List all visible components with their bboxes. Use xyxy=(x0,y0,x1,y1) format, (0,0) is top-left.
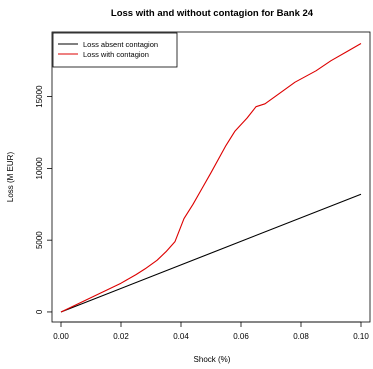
x-tick-label: 0.02 xyxy=(113,332,129,341)
y-tick-label: 5000 xyxy=(35,231,44,249)
x-tick-label: 0.10 xyxy=(353,332,369,341)
chart-title: Loss with and without contagion for Bank… xyxy=(111,8,314,19)
series-line-1 xyxy=(60,193,362,313)
x-axis: 0.00 0.02 0.04 0.06 0.08 0.10 xyxy=(53,321,369,341)
x-tick-label: 0.04 xyxy=(173,332,189,341)
x-tick-label: 0.06 xyxy=(233,332,249,341)
y-tick-label: 0 xyxy=(35,309,44,314)
series-line-2 xyxy=(60,43,362,313)
y-tick-label: 10000 xyxy=(35,157,44,180)
y-tick-label: 15000 xyxy=(35,85,44,108)
legend-box xyxy=(52,32,178,68)
x-tick-label: 0.00 xyxy=(53,332,69,341)
legend-label-1: Loss absent contagion xyxy=(83,40,158,49)
x-axis-label: Shock (%) xyxy=(194,355,231,364)
y-axis-label: Loss (M EUR) xyxy=(6,152,15,203)
legend-label-2: Loss with contagion xyxy=(83,50,149,59)
x-tick-label: 0.08 xyxy=(293,332,309,341)
plot-frame xyxy=(51,31,371,323)
y-axis: 0 5000 10000 15000 xyxy=(35,85,52,314)
series-layer xyxy=(60,43,362,313)
